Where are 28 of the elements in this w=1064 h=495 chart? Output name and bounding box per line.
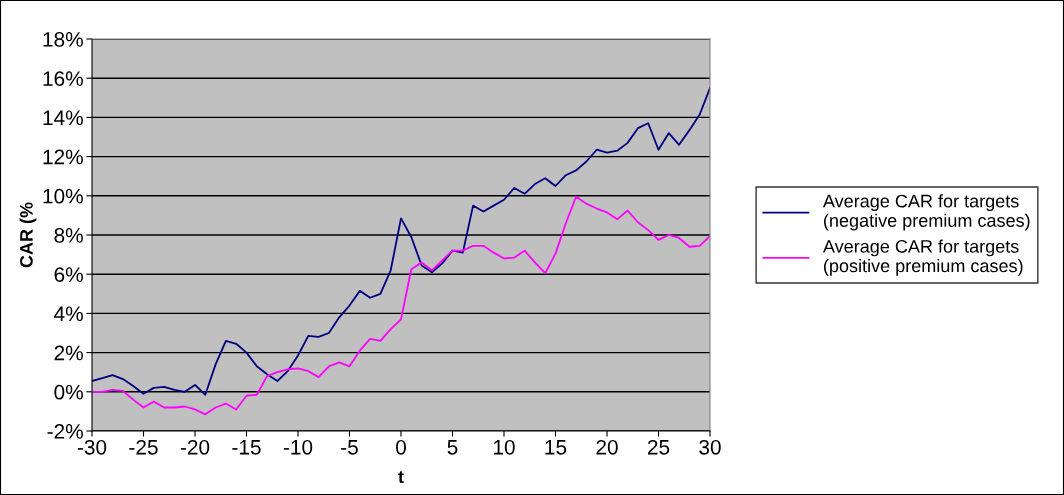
x-tick-label: -15 [232, 440, 261, 455]
y-tick-label: 4% [54, 306, 83, 322]
y-tick-label: 12% [43, 149, 83, 165]
x-tick-label: 25 [647, 439, 670, 455]
y-tick-label: 2% [54, 345, 83, 361]
x-tick-label: 30 [699, 439, 721, 455]
x-tick-label: 20 [596, 439, 618, 455]
x-tick-label: -5 [341, 440, 358, 455]
y-axis-title: CAR (% [19, 202, 37, 268]
legend-label: Average CAR for targets (positive premium cases) [822, 239, 1023, 276]
y-tick-label: 6% [54, 267, 83, 282]
x-tick-label: 10 [494, 439, 515, 455]
y-tick-label: -2% [47, 424, 83, 439]
x-tick-label: 0 [396, 439, 406, 455]
y-tick-label: 18% [43, 32, 83, 47]
x-tick-label: -20 [180, 439, 210, 455]
legend-label: Average CAR for targets (negative premium cases) [822, 194, 1030, 231]
x-tick-label: -25 [129, 439, 158, 455]
x-tick-label: -30 [77, 439, 107, 455]
y-tick-label: 14% [43, 110, 83, 126]
y-tick-label: 0% [54, 384, 83, 400]
y-tick-label: 10% [43, 188, 83, 204]
x-tick-label: 15 [545, 440, 567, 455]
y-tick-label: 16% [43, 71, 83, 86]
x-axis-title: t [398, 471, 404, 484]
x-tick-label: -10 [283, 439, 313, 455]
x-tick-label: 5 [447, 440, 458, 455]
y-tick-label: 8% [54, 228, 83, 243]
